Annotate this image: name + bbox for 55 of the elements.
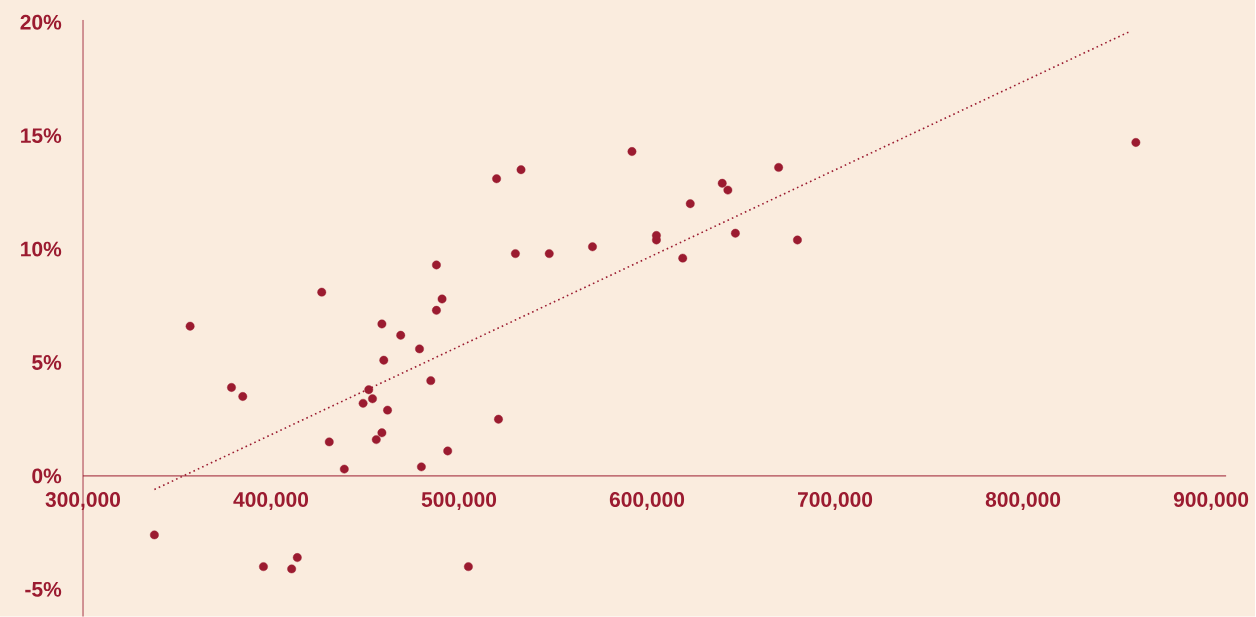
point [324, 437, 334, 447]
point [1131, 138, 1141, 147]
y-tick-label: 15% [21, 128, 62, 144]
point [432, 305, 441, 315]
point [723, 185, 733, 195]
y-tick-label: 20% [20, 14, 62, 30]
point [383, 405, 392, 415]
point [511, 249, 520, 258]
point [774, 163, 784, 172]
point [717, 178, 727, 188]
y-tick-label: 10% [21, 241, 62, 257]
point [287, 564, 297, 574]
x-tick-label: 600,000 [609, 492, 685, 510]
point [443, 446, 453, 456]
x-tick-label: 900,000 [1173, 492, 1249, 510]
point [516, 165, 526, 175]
point [185, 321, 195, 331]
point [339, 464, 349, 474]
point [437, 294, 447, 304]
y-tick-label: -5% [25, 581, 62, 597]
point [416, 462, 426, 472]
point [377, 428, 387, 438]
point [588, 242, 597, 252]
point [259, 562, 268, 572]
x-tick-label: 800,000 [985, 492, 1061, 510]
point [678, 253, 688, 263]
point [793, 235, 802, 245]
x-tick-label: 500,000 [421, 492, 497, 510]
point [364, 385, 374, 395]
x-tick-label: 300,000 [45, 492, 121, 510]
point [464, 562, 473, 572]
point [371, 435, 381, 444]
point [685, 199, 695, 209]
point [368, 394, 377, 404]
point [396, 330, 406, 340]
y-tick-label: 0% [32, 468, 62, 484]
point [379, 355, 389, 365]
point [238, 392, 248, 401]
y-tick-label: 5% [32, 355, 62, 370]
point [492, 174, 501, 184]
point [227, 383, 236, 392]
point [627, 147, 637, 156]
point [730, 228, 740, 238]
point [426, 376, 436, 386]
point [377, 319, 387, 329]
point [544, 249, 554, 258]
x-tick-label: 400,000 [233, 492, 309, 510]
point [292, 553, 302, 562]
point [415, 344, 424, 354]
point [494, 414, 503, 424]
point [358, 398, 368, 408]
point [150, 530, 159, 540]
point [432, 260, 441, 270]
x-tick-label: 700,000 [798, 492, 873, 510]
point [317, 287, 327, 297]
